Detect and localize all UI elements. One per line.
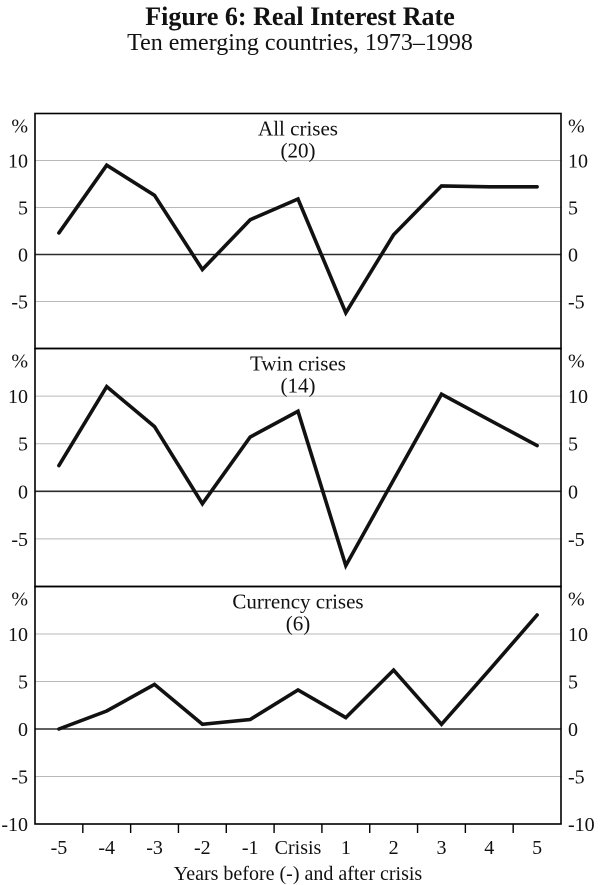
y-unit-label-right: % bbox=[568, 589, 585, 611]
y-tick-label-right: -10 bbox=[568, 814, 595, 836]
panel-count: (14) bbox=[281, 374, 316, 398]
x-tick-label: Crisis bbox=[275, 837, 322, 859]
figure-title: Figure 6: Real Interest Rate bbox=[145, 2, 455, 31]
y-tick-label-right: 0 bbox=[568, 245, 578, 267]
x-tick-label: 2 bbox=[389, 837, 399, 859]
y-tick-label-left: -10 bbox=[1, 814, 28, 836]
y-unit-label-left: % bbox=[11, 589, 28, 611]
y-tick-label-right: -5 bbox=[568, 767, 585, 789]
panel-title: Twin crises bbox=[250, 352, 346, 376]
y-tick-label-right: 5 bbox=[568, 672, 578, 694]
y-tick-label-left: 5 bbox=[18, 434, 28, 456]
y-unit-label-left: % bbox=[11, 116, 28, 138]
x-tick-label: -3 bbox=[146, 837, 163, 859]
panel-count: (6) bbox=[286, 612, 311, 636]
x-tick-label: -5 bbox=[51, 837, 68, 859]
y-tick-label-right: -5 bbox=[568, 292, 585, 314]
x-tick-label: 3 bbox=[436, 837, 446, 859]
data-line-all-crises bbox=[57, 162, 539, 317]
x-tick-label: -2 bbox=[194, 837, 211, 859]
panel-title: All crises bbox=[258, 117, 338, 141]
panel-currency-crises: % % 10 10 5 5 0 0 -5 -5 -10 -10 Currency crises(6) bbox=[1, 585, 595, 836]
panel-title: Currency crises bbox=[232, 590, 363, 614]
x-tick-label: 1 bbox=[341, 837, 351, 859]
y-unit-label-right: % bbox=[568, 116, 585, 138]
x-axis-title: Years before (-) and after crisis bbox=[174, 863, 423, 885]
y-tick-label-right: -5 bbox=[568, 529, 585, 551]
x-tick-label: 5 bbox=[532, 837, 542, 859]
y-unit-label-right: % bbox=[568, 351, 585, 373]
y-tick-label-left: -5 bbox=[11, 529, 28, 551]
y-tick-label-right: 10 bbox=[568, 386, 588, 408]
panel-all-crises: % % 10 10 5 5 0 0 -5 -5 All crises(20) bbox=[8, 112, 588, 350]
y-tick-label-left: 10 bbox=[8, 624, 28, 646]
y-tick-label-right: 5 bbox=[568, 434, 578, 456]
panel-border bbox=[34, 585, 562, 825]
y-tick-label-left: 10 bbox=[8, 386, 28, 408]
x-tick-label: -4 bbox=[98, 837, 115, 859]
y-tick-label-right: 10 bbox=[568, 624, 588, 646]
y-tick-label-right: 0 bbox=[568, 719, 578, 741]
y-tick-label-left: 5 bbox=[18, 198, 28, 220]
panel-count: (20) bbox=[281, 139, 316, 163]
panel-twin-crises: % % 10 10 5 5 0 0 -5 -5 Twin crises(14) bbox=[8, 347, 588, 588]
x-tick-label: -1 bbox=[242, 837, 259, 859]
data-line-currency-crises bbox=[57, 613, 539, 731]
x-axis: -5 -4 -3 -2 -1 Crisis 1 2 3 4 5 Years before (-) an… bbox=[51, 824, 542, 885]
y-tick-label-left: 0 bbox=[18, 481, 28, 503]
x-tick-label: 4 bbox=[484, 837, 494, 859]
y-tick-label-left: -5 bbox=[11, 767, 28, 789]
figure-subtitle: Ten emerging countries, 1973–1998 bbox=[127, 30, 473, 56]
y-tick-label-left: 5 bbox=[18, 672, 28, 694]
y-tick-label-right: 10 bbox=[568, 151, 588, 173]
y-tick-label-right: 0 bbox=[568, 481, 578, 503]
y-tick-label-left: -5 bbox=[11, 292, 28, 314]
data-line-twin-crises bbox=[57, 383, 539, 571]
y-tick-label-left: 0 bbox=[18, 719, 28, 741]
y-unit-label-left: % bbox=[11, 351, 28, 373]
y-tick-label-left: 0 bbox=[18, 245, 28, 267]
y-tick-label-right: 5 bbox=[568, 198, 578, 220]
y-tick-label-left: 10 bbox=[8, 151, 28, 173]
